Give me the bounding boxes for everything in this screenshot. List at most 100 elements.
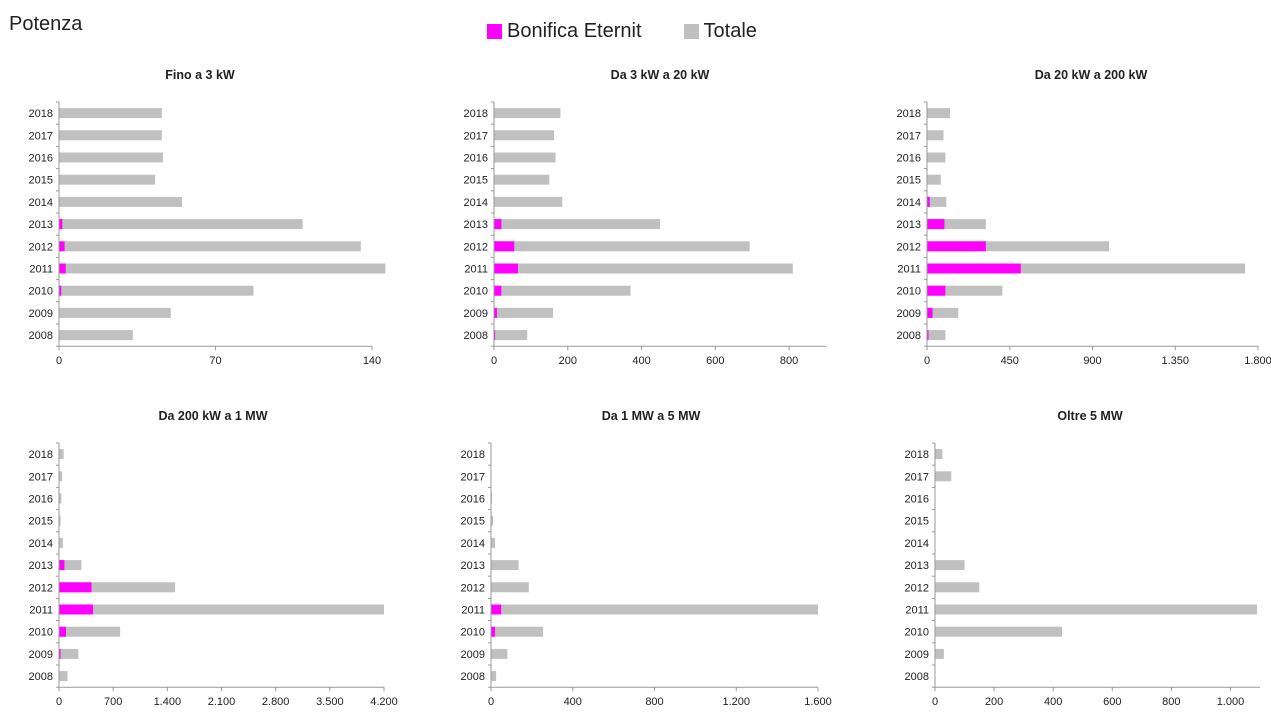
- category-label: 2018: [464, 108, 488, 120]
- category-label: 2017: [905, 471, 929, 483]
- bar-totale: [59, 219, 303, 230]
- x-tick-label: 400: [564, 696, 582, 708]
- x-tick-label: 200: [985, 696, 1003, 708]
- bar-totale: [491, 537, 496, 548]
- bar-totale: [927, 241, 1110, 252]
- category-label: 2015: [29, 516, 53, 528]
- bar-bonifica: [927, 285, 946, 296]
- x-tick-label: 800: [1162, 696, 1180, 708]
- x-tick-label: 1.200: [722, 696, 750, 708]
- category-label: 2009: [905, 649, 929, 661]
- x-tick-label: 0: [56, 355, 62, 367]
- category-label: 2016: [29, 494, 53, 506]
- bar-totale: [494, 152, 556, 163]
- bar-bonifica: [491, 604, 502, 615]
- bar-totale: [935, 582, 980, 593]
- x-tick-label: 400: [632, 355, 650, 367]
- category-label: 2018: [897, 108, 921, 120]
- chart-title: Fino a 3 kW: [165, 68, 235, 82]
- chart-title: Da 3 kW a 20 kW: [611, 68, 710, 82]
- bar-totale: [59, 330, 133, 341]
- bar-totale: [491, 671, 497, 682]
- bar-totale: [59, 108, 162, 119]
- bar-totale: [494, 219, 660, 230]
- x-tick-label: 700: [104, 696, 122, 708]
- category-label: 2012: [897, 241, 921, 253]
- category-label: 2017: [29, 471, 53, 483]
- bar-totale: [59, 196, 182, 207]
- category-label: 2012: [464, 241, 488, 253]
- category-label: 2008: [905, 671, 929, 683]
- category-label: 2017: [461, 471, 485, 483]
- bar-totale: [59, 152, 163, 163]
- bar-totale: [494, 174, 550, 185]
- category-label: 2018: [29, 108, 53, 120]
- legend-label-totale: Totale: [703, 20, 757, 42]
- category-label: 2012: [29, 241, 53, 253]
- category-label: 2014: [461, 538, 485, 550]
- bar-totale: [59, 515, 61, 526]
- bar-bonifica: [59, 219, 63, 230]
- category-label: 2011: [905, 605, 929, 617]
- x-tick-label: 2.800: [262, 696, 290, 708]
- category-label: 2009: [897, 308, 921, 320]
- category-label: 2015: [29, 175, 53, 187]
- bar-bonifica: [59, 285, 62, 296]
- category-label: 2016: [29, 153, 53, 165]
- x-tick-label: 0: [488, 696, 494, 708]
- bar-totale: [927, 130, 944, 141]
- category-label: 2009: [464, 308, 488, 320]
- bar-totale: [935, 471, 952, 482]
- category-label: 2012: [905, 582, 929, 594]
- bar-bonifica: [494, 263, 518, 274]
- category-label: 2017: [29, 130, 53, 142]
- category-label: 2010: [905, 627, 929, 639]
- category-label: 2009: [29, 649, 53, 661]
- bar-totale: [491, 604, 818, 615]
- bar-totale: [59, 307, 171, 318]
- category-label: 2013: [29, 560, 53, 572]
- x-tick-label: 4.200: [370, 696, 398, 708]
- bar-bonifica: [494, 241, 515, 252]
- category-label: 2018: [461, 449, 485, 461]
- x-tick-label: 0: [56, 696, 62, 708]
- bar-totale: [491, 493, 493, 504]
- bar-totale: [59, 560, 82, 571]
- x-tick-label: 0: [491, 355, 497, 367]
- bar-totale: [59, 130, 162, 141]
- category-label: 2008: [461, 671, 485, 683]
- bar-bonifica: [494, 307, 497, 318]
- bar-bonifica: [927, 307, 933, 318]
- bar-bonifica: [927, 330, 929, 341]
- x-tick-label: 1.600: [804, 696, 832, 708]
- category-label: 2008: [897, 330, 921, 342]
- category-label: 2014: [897, 197, 921, 209]
- bar-totale: [59, 241, 361, 252]
- bar-bonifica: [927, 219, 945, 230]
- category-label: 2013: [897, 219, 921, 231]
- bar-totale: [927, 330, 946, 341]
- x-tick-label: 1.800: [1244, 355, 1271, 367]
- x-tick-label: 800: [645, 696, 663, 708]
- bar-totale: [491, 560, 519, 571]
- legend-swatch-bonifica: [487, 24, 502, 39]
- x-tick-label: 450: [1001, 355, 1019, 367]
- category-label: 2011: [29, 264, 53, 276]
- chart-title: Da 200 kW a 1 MW: [158, 409, 267, 423]
- bar-bonifica: [59, 560, 65, 571]
- legend-item-totale: Totale: [683, 20, 757, 43]
- x-tick-label: 0: [924, 355, 930, 367]
- bar-totale: [59, 648, 79, 659]
- bar-totale: [927, 108, 950, 119]
- bar-totale: [935, 648, 944, 659]
- bar-totale: [59, 449, 64, 460]
- bar-totale: [494, 263, 793, 274]
- x-tick-label: 1.350: [1161, 355, 1189, 367]
- category-label: 2010: [897, 286, 921, 298]
- bar-totale: [491, 582, 529, 593]
- bar-totale: [927, 285, 1003, 296]
- bar-totale: [59, 471, 63, 482]
- x-tick-label: 70: [209, 355, 221, 367]
- category-label: 2011: [464, 264, 488, 276]
